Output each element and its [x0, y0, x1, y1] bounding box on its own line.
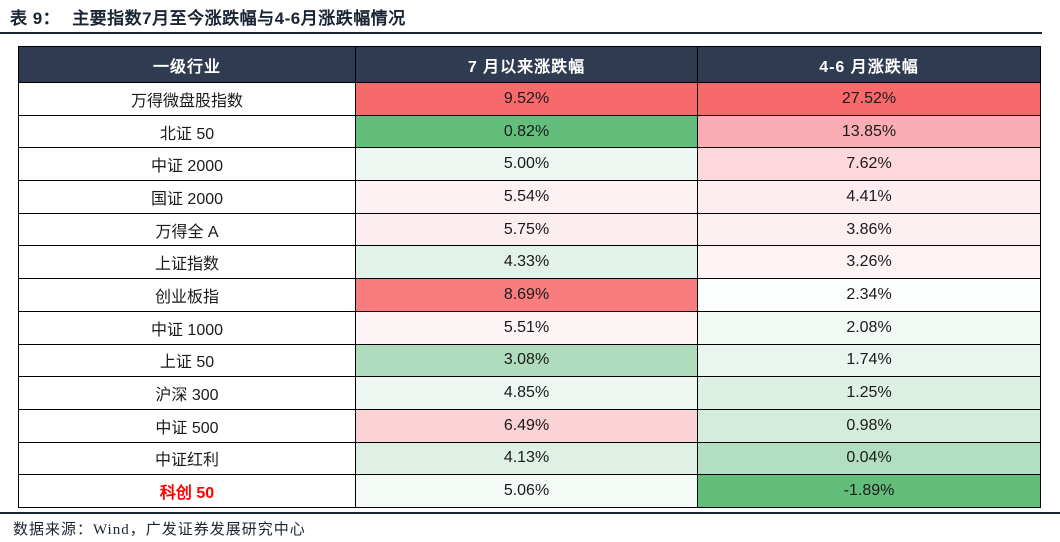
- july-change-cell: 5.06%: [355, 474, 698, 508]
- index-name-cell: 上证 50: [18, 343, 356, 378]
- july-change-cell: 3.08%: [355, 343, 698, 378]
- column-header-july-change: 7 月以来涨跌幅: [355, 46, 698, 83]
- index-name-cell: 中证 500: [18, 408, 356, 443]
- table-row: 国证 2000 5.54% 4.41%: [18, 180, 1041, 214]
- column-header-q2-change: 4-6 月涨跌幅: [697, 46, 1041, 83]
- table-row: 中证 2000 5.00% 7.62%: [18, 147, 1041, 182]
- table-row: 中证红利 4.13% 0.04%: [18, 441, 1041, 476]
- july-change-cell: 9.52%: [355, 82, 698, 116]
- q2-change-cell: 2.34%: [697, 278, 1041, 312]
- table-row: 创业板指 8.69% 2.34%: [18, 278, 1041, 312]
- q2-change-cell: 3.86%: [697, 212, 1041, 247]
- q2-change-cell: 1.74%: [697, 343, 1041, 378]
- table-row: 万得全 A 5.75% 3.86%: [18, 212, 1041, 247]
- data-source-note: 数据来源：Wind，广发证券发展研究中心: [13, 522, 306, 538]
- index-name-cell: 中证 2000: [18, 147, 356, 182]
- july-change-cell: 8.69%: [355, 278, 698, 312]
- index-name-cell: 上证指数: [18, 245, 356, 280]
- title-underline: [0, 32, 1042, 34]
- index-name-cell: 创业板指: [18, 278, 356, 312]
- july-change-cell: 0.82%: [355, 114, 698, 149]
- index-performance-table: 一级行业 7 月以来涨跌幅 4-6 月涨跌幅 万得微盘股指数 9.52% 27.52…: [18, 46, 1041, 508]
- q2-change-cell: 4.41%: [697, 180, 1041, 214]
- index-name-cell: 中证 1000: [18, 310, 356, 345]
- table-title: 表 9： 主要指数7月至今涨跌幅与4-6月涨跌幅情况: [10, 4, 406, 29]
- q2-change-cell: 2.08%: [697, 310, 1041, 345]
- table-row: 上证 50 3.08% 1.74%: [18, 343, 1041, 378]
- table-row: 万得微盘股指数 9.52% 27.52%: [18, 82, 1041, 116]
- july-change-cell: 5.51%: [355, 310, 698, 345]
- footer-divider: [0, 512, 1060, 514]
- q2-change-cell: 0.04%: [697, 441, 1041, 476]
- july-change-cell: 6.49%: [355, 408, 698, 443]
- july-change-cell: 5.00%: [355, 147, 698, 182]
- index-name-cell: 科创 50: [18, 474, 356, 508]
- index-name-cell: 万得微盘股指数: [18, 82, 356, 116]
- index-name-cell: 北证 50: [18, 114, 356, 149]
- table-row: 北证 50 0.82% 13.85%: [18, 114, 1041, 149]
- july-change-cell: 5.54%: [355, 180, 698, 214]
- table-number-label: 表 9：: [10, 9, 61, 28]
- q2-change-cell: 3.26%: [697, 245, 1041, 280]
- index-name-cell: 万得全 A: [18, 212, 356, 247]
- column-header-industry: 一级行业: [18, 46, 356, 83]
- july-change-cell: 4.33%: [355, 245, 698, 280]
- july-change-cell: 4.13%: [355, 441, 698, 476]
- header-row: 一级行业 7 月以来涨跌幅 4-6 月涨跌幅: [18, 46, 1041, 83]
- table-row: 科创 50 5.06% -1.89%: [18, 474, 1041, 508]
- q2-change-cell: 7.62%: [697, 147, 1041, 182]
- q2-change-cell: -1.89%: [697, 474, 1041, 508]
- table-row: 沪深 300 4.85% 1.25%: [18, 376, 1041, 410]
- q2-change-cell: 13.85%: [697, 114, 1041, 149]
- index-name-cell: 沪深 300: [18, 376, 356, 410]
- table-row: 中证 500 6.49% 0.98%: [18, 408, 1041, 443]
- q2-change-cell: 0.98%: [697, 408, 1041, 443]
- july-change-cell: 5.75%: [355, 212, 698, 247]
- table-row: 中证 1000 5.51% 2.08%: [18, 310, 1041, 345]
- q2-change-cell: 1.25%: [697, 376, 1041, 410]
- table-title-text: 主要指数7月至今涨跌幅与4-6月涨跌幅情况: [72, 9, 406, 28]
- table-row: 上证指数 4.33% 3.26%: [18, 245, 1041, 280]
- index-name-cell: 中证红利: [18, 441, 356, 476]
- index-name-cell: 国证 2000: [18, 180, 356, 214]
- q2-change-cell: 27.52%: [697, 82, 1041, 116]
- july-change-cell: 4.85%: [355, 376, 698, 410]
